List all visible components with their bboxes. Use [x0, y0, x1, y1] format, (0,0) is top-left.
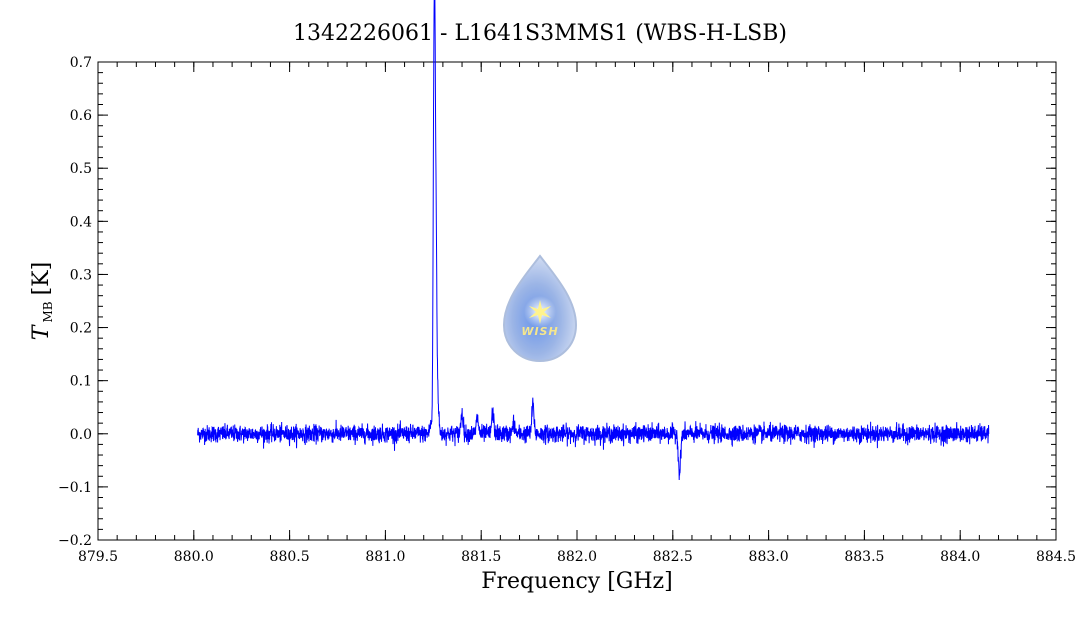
x-tick-label: 884.0 [940, 549, 980, 565]
y-tick-label: 0.5 [70, 161, 92, 177]
y-axis-label-subscript: MB [41, 301, 55, 322]
y-tick-label: 0.3 [70, 267, 92, 283]
y-tick-label: −0.2 [58, 533, 92, 549]
x-tick-labels: 879.5 880.0 880.5 881.0 881.5 882.0 882.5 883.0… [78, 549, 1076, 565]
x-tick-label: 884.5 [1036, 549, 1076, 565]
spectrum-line [197, 0, 990, 481]
x-tick-label: 881.0 [365, 549, 405, 565]
y-tick-label: 0.6 [70, 108, 92, 124]
x-tick-label: 879.5 [78, 549, 118, 565]
x-tick-label: 880.0 [174, 549, 214, 565]
y-tick-label: 0.2 [70, 321, 92, 337]
x-tick-label: 883.5 [844, 549, 884, 565]
y-axis-label: TMB [K] [29, 262, 55, 340]
x-axis-label: Frequency [GHz] [481, 569, 673, 594]
x-tick-label: 880.5 [270, 549, 310, 565]
x-tick-label: 881.5 [461, 549, 501, 565]
y-tick-label: 0.4 [70, 214, 92, 230]
y-axis-label-unit: [K] [29, 262, 54, 296]
y-tick-label: 0.1 [70, 374, 92, 390]
y-tick-label: 0.7 [70, 55, 92, 71]
star-icon [529, 300, 551, 324]
plot-frame [97, 61, 1057, 541]
axis-ticks [97, 61, 1057, 541]
y-tick-labels: −0.2 −0.1 0.0 0.1 0.2 0.3 0.4 0.5 0.6 0.7 [58, 55, 92, 549]
y-tick-label: 0.0 [70, 427, 92, 443]
x-tick-label: 882.0 [557, 549, 597, 565]
y-tick-label: −0.1 [58, 480, 92, 496]
y-axis-label-symbol: T [29, 323, 54, 340]
x-tick-label: 882.5 [653, 549, 693, 565]
x-tick-label: 883.0 [749, 549, 789, 565]
wish-logo-text: WISH [521, 325, 558, 338]
wish-logo: WISH [502, 254, 578, 363]
chart-title: 1342226061 - L1641S3MMS1 (WBS-H-LSB) [293, 21, 787, 46]
